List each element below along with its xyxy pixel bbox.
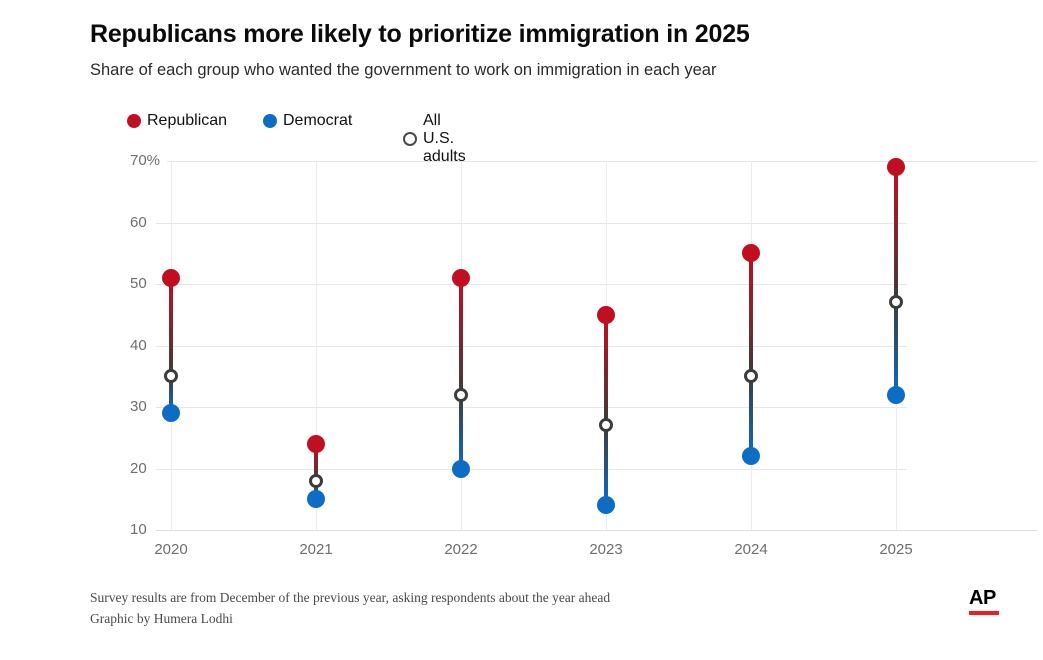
democrat-point-2024: [742, 447, 760, 466]
x-axis-year-label: 2025: [879, 541, 913, 558]
y-axis-tick-label: 70%: [130, 153, 165, 169]
x-axis-year-label: 2022: [444, 541, 478, 558]
republican-point-2024: [742, 244, 760, 263]
legend-item-democrat: Democrat: [263, 112, 352, 130]
democrat-point-2023: [597, 496, 615, 515]
republican-point-2022: [452, 268, 470, 287]
grid-line-y: [156, 469, 907, 470]
grid-line-y: [156, 284, 907, 285]
republican-point-2023: [597, 305, 615, 324]
page-subtitle: Share of each group who wanted the gover…: [90, 61, 717, 79]
x-axis-year-label: 2021: [299, 541, 333, 558]
y-axis-tick-label: 50: [130, 276, 151, 292]
connector-top-2020: [169, 277, 173, 377]
all-adults-point-2025: [889, 295, 903, 310]
all-adults-ring-icon: [403, 132, 417, 146]
legend-item-all-adults: All U.S. adults: [403, 112, 466, 166]
y-axis-tick-label: 30: [130, 399, 151, 415]
ap-logo: AP: [969, 588, 1003, 615]
all-adults-point-2022: [454, 387, 468, 402]
republican-dot-icon: [127, 114, 141, 128]
ap-logo-bar: [969, 611, 999, 615]
x-axis-year-label: 2023: [589, 541, 623, 558]
connector-bottom-2023: [604, 425, 608, 506]
grid-line-y: [156, 407, 907, 408]
x-axis-year-label: 2024: [734, 541, 768, 558]
y-axis-tick-label: 10: [130, 522, 151, 538]
republican-point-2020: [162, 268, 180, 287]
republican-point-2021: [307, 434, 325, 453]
source-note: Survey results are from December of the …: [90, 590, 611, 605]
connector-top-2023: [604, 314, 608, 426]
y-axis-tick-label: 20: [130, 461, 151, 477]
grid-line-y: [156, 346, 907, 347]
republican-point-2025: [887, 158, 905, 177]
grid-line-y: [156, 223, 907, 224]
connector-top-2022: [459, 277, 463, 395]
connector-bottom-2022: [459, 394, 463, 469]
connector-top-2021: [314, 443, 318, 481]
grid-line-x: [316, 161, 317, 530]
y-axis-tick-label: 40: [130, 338, 151, 354]
ap-logo-text: AP: [969, 587, 996, 609]
connector-top-2024: [749, 253, 753, 377]
connector-bottom-2021: [314, 480, 318, 500]
all-adults-point-2021: [309, 473, 323, 488]
democrat-point-2022: [452, 459, 470, 478]
credit-note: Graphic by Humera Lodhi: [90, 611, 233, 626]
democrat-dot-icon: [263, 114, 277, 128]
all-adults-point-2023: [599, 418, 613, 433]
y-axis-tick-label: 60: [130, 215, 151, 231]
page-title: Republicans more likely to prioritize im…: [90, 20, 750, 48]
all-adults-point-2024: [744, 369, 758, 384]
connector-bottom-2020: [169, 376, 173, 414]
legend-label: Republican: [147, 112, 228, 129]
legend-label: All U.S. adults: [423, 112, 466, 165]
grid-line-y: [156, 530, 1037, 531]
connector-bottom-2024: [749, 376, 753, 457]
connector-bottom-2025: [894, 302, 898, 395]
democrat-point-2025: [887, 385, 905, 404]
connector-top-2025: [894, 167, 898, 303]
democrat-point-2020: [162, 404, 180, 423]
grid-line-y: [167, 161, 1037, 162]
all-adults-point-2020: [164, 369, 178, 384]
legend-item-republican: Republican: [127, 112, 227, 130]
legend-label: Democrat: [283, 112, 353, 129]
x-axis-year-label: 2020: [154, 541, 188, 558]
democrat-point-2021: [307, 490, 325, 509]
